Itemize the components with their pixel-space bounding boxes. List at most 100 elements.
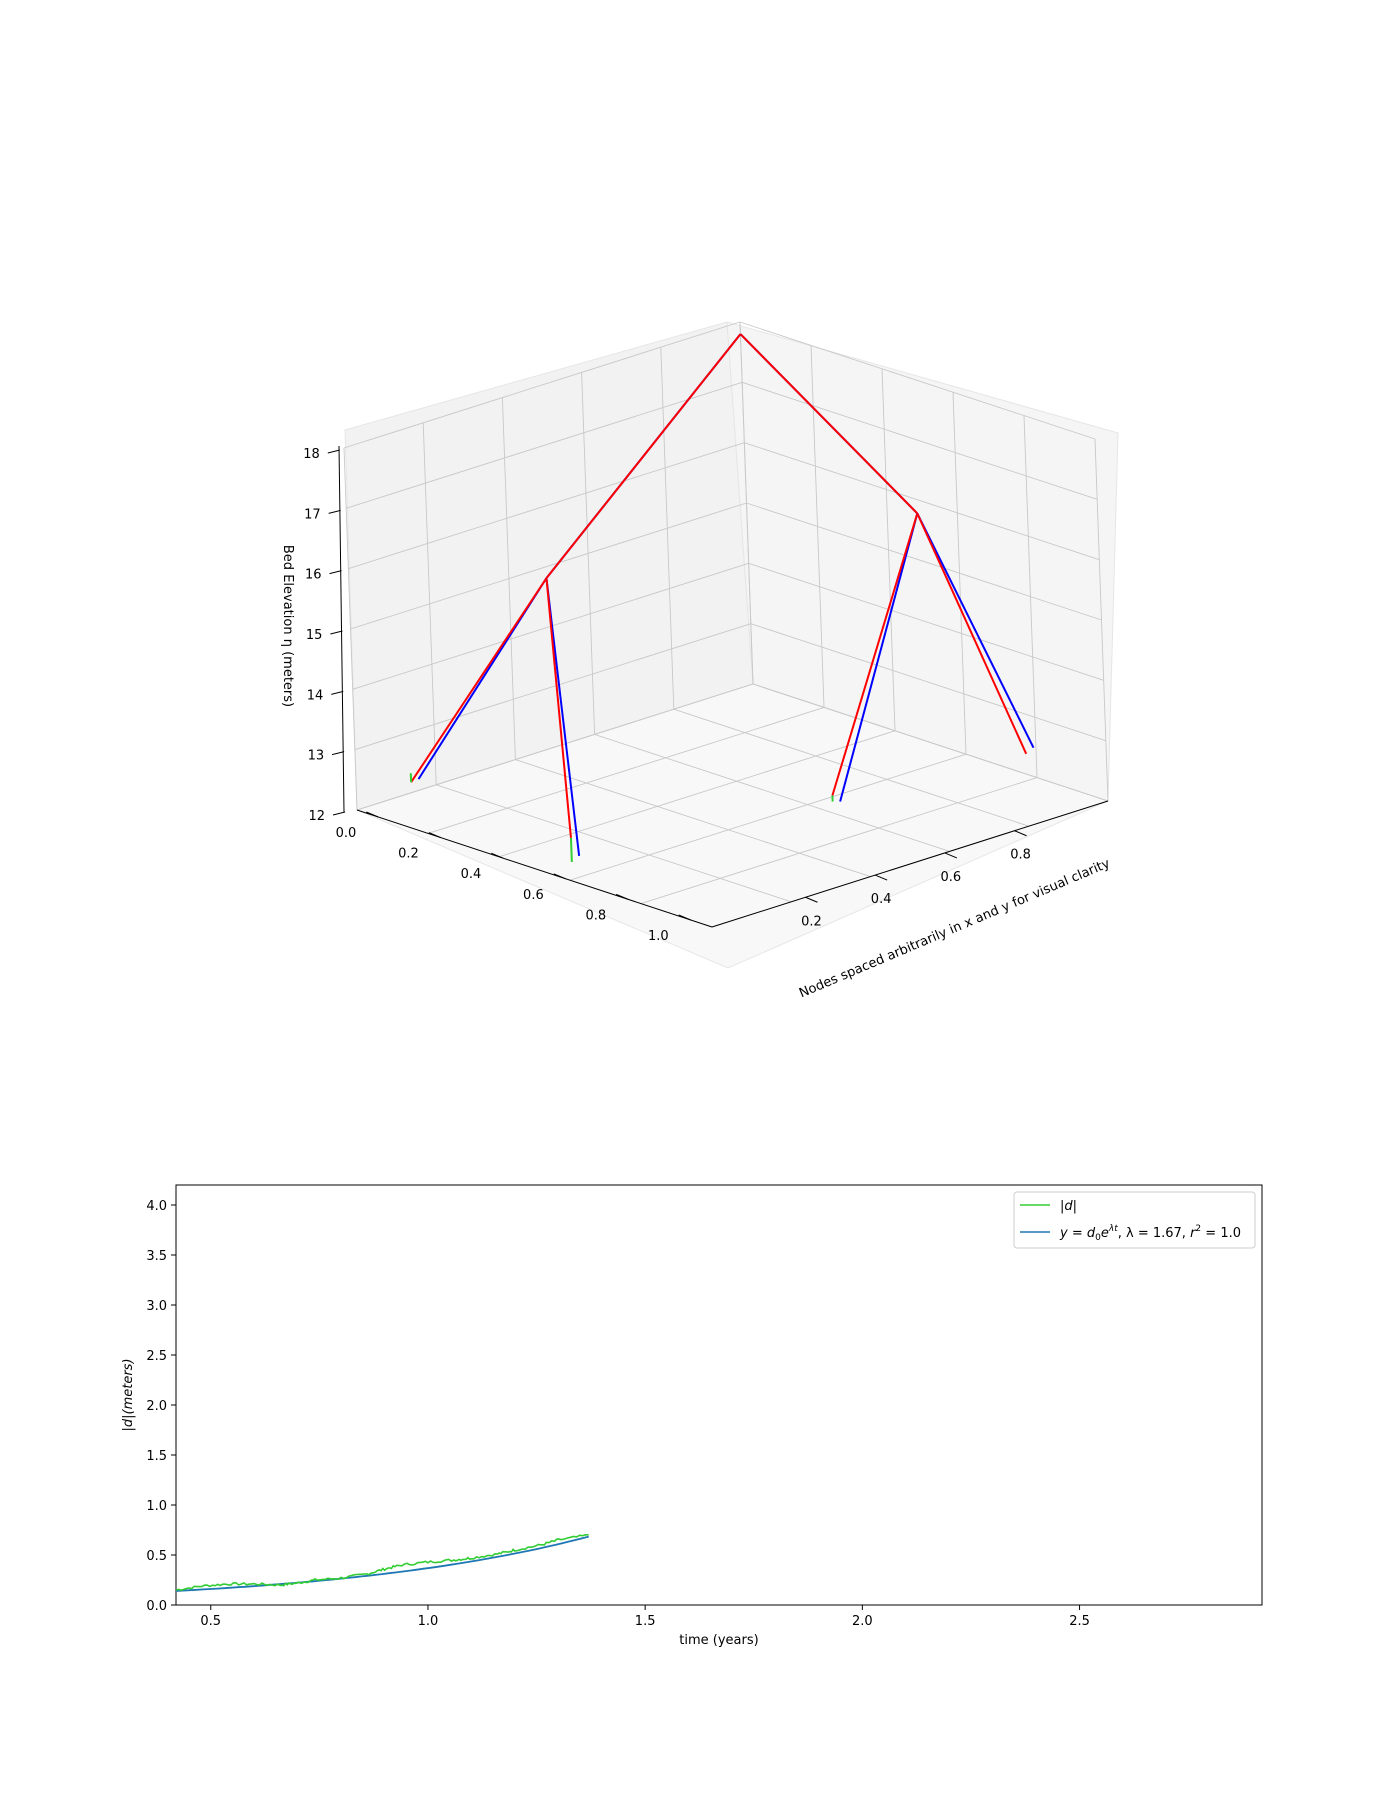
z-tick-label: 18	[303, 447, 320, 462]
z-tick	[327, 449, 340, 454]
grid-x-floor	[673, 708, 1029, 827]
y-tick-label: 0.8	[1010, 848, 1031, 863]
grid-x-wall	[501, 397, 516, 760]
y-tick-label: 0.5	[146, 1549, 167, 1564]
x-tick-label: 1.5	[635, 1614, 656, 1629]
grid-z-right	[750, 623, 1106, 742]
y-tick-label: 3.5	[146, 1249, 167, 1264]
y-axis: 0.2 0.4 0.6 0.8	[711, 800, 1109, 929]
x-tick-label: 0.4	[461, 867, 482, 882]
x-tick-label: 1.0	[418, 1614, 439, 1629]
grid-z-right	[748, 562, 1104, 681]
x-tick	[428, 832, 441, 839]
network-lines	[409, 333, 1035, 863]
y-tick-label: 1.5	[146, 1449, 167, 1464]
x-tick-label: 2.5	[1069, 1614, 1090, 1629]
grid-y-wall	[881, 368, 896, 731]
branch-red-0	[545, 578, 572, 838]
y-tick-label: 2.5	[146, 1349, 167, 1364]
y-tick-label: 1.0	[146, 1499, 167, 1514]
branch-red-2	[831, 513, 919, 796]
branch-blue-2	[839, 513, 919, 802]
z-tick-label: 16	[305, 568, 322, 583]
y-tick-label: 3.0	[146, 1299, 167, 1314]
grid-x-floor	[436, 784, 792, 903]
x-tick	[366, 811, 379, 818]
x-tick-label: 0.5	[200, 1614, 221, 1629]
grid-y-wall	[1094, 438, 1109, 802]
y-tick-label: 0.2	[801, 914, 822, 929]
x-tick	[678, 914, 691, 921]
z-tick-label: 12	[308, 809, 325, 824]
grid-y-floor	[356, 683, 754, 811]
y-tick	[874, 874, 888, 881]
grid-z-right	[742, 381, 1098, 500]
y-tick-label: 2.0	[146, 1399, 167, 1414]
legend-box	[1013, 1191, 1256, 1249]
grid-z-right	[744, 442, 1100, 561]
y-tick-label: 4.0	[146, 1199, 167, 1214]
z-axis: 12 13 14 15 16 17 18	[303, 445, 346, 824]
deviation-time-plot: 0.5 1.0 1.5 2.0 2.5 0.0 0.5 1.0 1.5 2.0 2.5 3.0 3.5 4…	[121, 1184, 1263, 1648]
grid-z-left	[348, 442, 745, 570]
grid-x-wall	[343, 447, 358, 811]
grid-y-floor	[569, 753, 967, 881]
trunk-red-0	[545, 333, 742, 579]
y-tick-label: 0.0	[146, 1599, 167, 1614]
grid-x-wall	[660, 347, 675, 710]
grid-z-left	[343, 321, 741, 449]
grid-z-left	[350, 502, 747, 630]
grid-y-floor	[498, 730, 896, 858]
branch-red-1	[410, 577, 548, 783]
grid-y-floor	[427, 706, 825, 834]
x-tick-label: 2.0	[852, 1614, 873, 1629]
legend: |d| y = d0eλt, λ = 1.67, r2 = 1.0	[1013, 1191, 1256, 1249]
branch-blue-3	[916, 512, 1035, 749]
legend-entry-fit: y = d0eλt, λ = 1.67, r2 = 1.0	[1059, 1224, 1241, 1243]
z-tick-label: 14	[307, 688, 324, 703]
y-tick	[944, 852, 958, 859]
ticks-2d: 0.5 1.0 1.5 2.0 2.5 0.0 0.5 1.0 1.5 2.0 2.5 3.0 3.5 4…	[146, 1199, 1090, 1629]
grid-y-wall	[810, 345, 825, 708]
grid-x-wall	[422, 422, 437, 785]
z-tick-label: 13	[308, 749, 325, 764]
x-axis-label: time (years)	[679, 1633, 758, 1648]
y-axis-line	[711, 800, 1109, 928]
branch-green-0	[569, 837, 573, 863]
x-tick-label: 0.2	[398, 847, 419, 862]
x-tick-label: 1.0	[648, 929, 669, 944]
grid-y-wall	[1023, 415, 1038, 778]
branch-blue-0	[545, 578, 581, 857]
plot-area	[175, 1184, 1263, 1606]
x-tick-label: 0.6	[523, 888, 544, 903]
series-2d	[175, 1533, 589, 1592]
y-tick-label: 0.6	[941, 870, 962, 885]
y-tick-label: 0.4	[871, 892, 892, 907]
x-tick-label: 0.8	[586, 908, 607, 923]
series-d-line	[175, 1533, 589, 1592]
z-tick	[332, 751, 345, 756]
x-tick	[616, 893, 629, 900]
z-tick	[329, 570, 342, 575]
x-tick	[553, 873, 566, 880]
z-tick	[330, 630, 343, 635]
grid-z-left	[346, 381, 743, 509]
z-tick-label: 15	[306, 628, 323, 643]
series-fit-line	[175, 1535, 589, 1592]
y-axis-label: |d|(meters)	[121, 1358, 136, 1431]
grid-y-wall	[952, 392, 967, 755]
z-tick-label: 17	[304, 507, 321, 522]
x-axis-line	[356, 809, 713, 928]
x-tick-label: 0.0	[336, 826, 357, 841]
grid-x-floor	[752, 683, 1109, 802]
grid-y-floor	[640, 777, 1038, 905]
z-tick	[331, 690, 344, 695]
grid-x-floor	[594, 733, 950, 852]
x-axis: 0.0 0.2 0.4 0.6 0.8 1.0	[336, 809, 713, 944]
grid-y-wall	[739, 321, 754, 685]
z-axis-label: Bed Elevation η (meters)	[280, 545, 295, 707]
z-tick	[332, 811, 346, 816]
grid-x-floor	[515, 759, 871, 878]
